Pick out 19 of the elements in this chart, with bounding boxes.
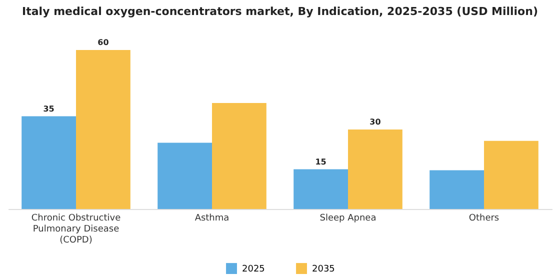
chart-title: Italy medical oxygen-concentrators market, By Indication, 2025-2035 (USD Million) [22,5,538,18]
bar [484,140,538,209]
bar [430,170,484,209]
bar [76,50,130,209]
data-label: 15 [315,157,327,166]
bar [294,169,348,209]
bar [212,103,266,209]
x-tick-label: Sleep Apnea [320,214,376,224]
legend-label: 2035 [312,264,335,275]
bar [348,130,402,209]
x-tick-label: Others [468,214,500,224]
data-label: 35 [43,104,55,114]
data-label: 30 [370,118,382,126]
bar [22,116,76,209]
x-tick-label: Chronic Obstructive Pulmonary Disease (COPD) [31,214,122,246]
legend-label: 2025 [242,264,265,275]
data-label: 60 [98,38,110,47]
bar [158,142,212,209]
x-tick-label: Asthma [194,214,230,224]
